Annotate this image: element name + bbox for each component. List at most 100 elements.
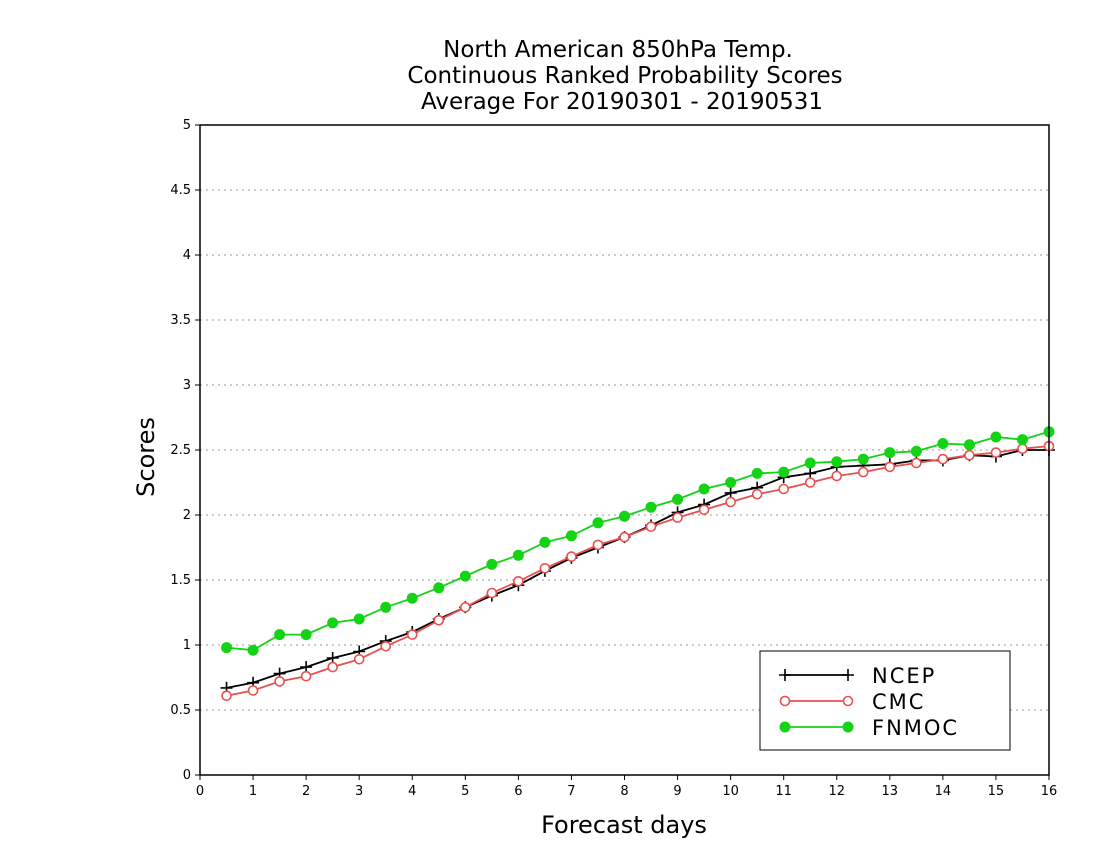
legend-entry-cmc: CMC [779, 690, 925, 714]
data-point [804, 477, 816, 488]
data-point [779, 669, 791, 681]
data-point [221, 642, 233, 654]
title-line-2: Continuous Ranked Probability Scores [407, 63, 842, 89]
data-point [566, 551, 577, 562]
data-point [619, 531, 630, 543]
y-tick-label: 4.5 [170, 183, 191, 198]
x-tick-label: 0 [196, 784, 204, 799]
y-tick-label: 0.5 [170, 703, 191, 718]
data-point [778, 466, 790, 478]
data-point [380, 640, 392, 652]
data-point [778, 483, 789, 495]
data-point [990, 431, 1002, 443]
y-tick-label: 2 [183, 508, 191, 523]
x-tick-label: 12 [828, 784, 845, 799]
data-point [300, 670, 312, 682]
legend-entry-fnmoc: FNMOC [779, 716, 959, 740]
data-point [433, 614, 445, 626]
x-tick-label: 2 [302, 784, 310, 799]
data-point [645, 501, 657, 513]
data-point [831, 470, 843, 482]
series-line-fnmoc [226, 430, 1050, 652]
data-point [857, 453, 869, 465]
data-point [672, 493, 684, 505]
axes: 00.511.522.533.544.550 1 2 3 4 5 6 7 8 9 10 11 12 13 1… [170, 118, 1057, 799]
x-tick-label: 16 [1041, 784, 1058, 799]
data-point [672, 512, 683, 523]
x-tick-label: 3 [355, 784, 363, 799]
x-tick-label: 7 [567, 784, 575, 799]
data-point [884, 461, 896, 473]
y-tick-label: 3 [183, 378, 191, 393]
data-point [831, 456, 843, 468]
data-point [779, 721, 791, 733]
data-point [247, 644, 259, 656]
data-point [1016, 434, 1028, 446]
legend-label: FNMOC [872, 716, 959, 740]
data-point [486, 558, 498, 570]
x-tick-label: 4 [408, 784, 416, 799]
data-point [513, 575, 524, 587]
data-point [380, 601, 392, 613]
plot-area-frame [199, 124, 1050, 776]
data-point [779, 695, 791, 707]
data-point [645, 521, 657, 533]
legend-entry-ncep: NCEP [779, 664, 936, 688]
y-tick-label: 1.5 [170, 573, 191, 588]
data-point [619, 510, 630, 522]
data-point [247, 685, 259, 696]
x-tick-label: 14 [935, 784, 952, 799]
x-tick-label: 5 [461, 784, 469, 799]
data-point [433, 582, 445, 594]
data-point [698, 504, 710, 516]
data-point [804, 457, 816, 469]
title-line-1: North American 850hPa Temp. [443, 37, 793, 63]
data-point [406, 629, 418, 640]
data-point [459, 570, 471, 582]
y-tick-label: 2.5 [170, 443, 191, 458]
data-point [221, 690, 232, 702]
data-point [963, 439, 975, 451]
x-tick-label: 10 [722, 784, 739, 799]
series-cmc [221, 440, 1055, 702]
data-point [539, 536, 551, 548]
data-point [327, 661, 338, 673]
chart-title: North American 850hPa Temp. Continuous R… [407, 37, 842, 115]
y-tick-label: 3.5 [170, 313, 191, 328]
data-point [274, 676, 285, 687]
data-point [592, 517, 604, 529]
y-axis-label: Scores [132, 417, 160, 497]
data-point [353, 653, 365, 665]
series-fnmoc [221, 426, 1055, 656]
x-tick-label: 1 [249, 784, 257, 799]
legend-label: NCEP [872, 664, 936, 688]
data-point [300, 629, 312, 641]
y-tick-label: 4 [183, 248, 191, 263]
data-point [937, 453, 949, 465]
plot-series [220, 426, 1055, 702]
data-point [842, 721, 854, 733]
data-point [910, 445, 922, 457]
data-point [460, 601, 471, 613]
x-tick-label: 9 [673, 784, 681, 799]
y-tick-label: 1 [183, 638, 191, 653]
data-point [565, 530, 577, 542]
data-point [937, 438, 949, 449]
data-point [842, 669, 854, 681]
data-point [406, 592, 418, 604]
data-point [274, 629, 286, 641]
data-point [592, 539, 604, 551]
y-tick-label: 5 [183, 118, 191, 133]
data-point [539, 562, 551, 574]
legend-label: CMC [872, 690, 925, 714]
x-tick-label: 11 [775, 784, 792, 799]
data-point [842, 695, 854, 707]
data-point [751, 467, 763, 479]
y-tick-label: 0 [183, 768, 191, 783]
data-point [327, 617, 339, 629]
data-point [512, 549, 524, 561]
x-tick-label: 13 [882, 784, 899, 799]
data-point [751, 488, 763, 500]
